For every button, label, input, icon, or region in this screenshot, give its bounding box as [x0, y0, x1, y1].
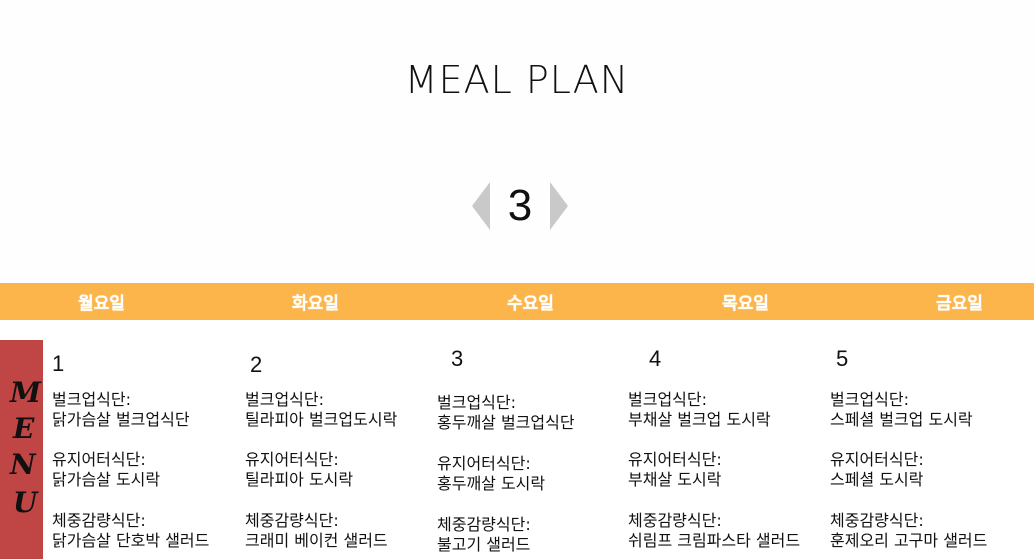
bulk-label: 벌크업식단:: [628, 390, 707, 409]
column-number: 5: [836, 346, 849, 371]
column-number: 4: [649, 346, 662, 371]
chevron-left-icon[interactable]: [472, 182, 490, 230]
week-number: 3: [507, 181, 533, 230]
menu-letter: M: [10, 376, 41, 409]
day-tuesday[interactable]: 화요일: [292, 294, 339, 314]
day-monday[interactable]: 월요일: [78, 294, 125, 314]
maintain-label: 유지어터식단:: [628, 450, 722, 469]
maintain-item[interactable]: 부채살 도시락: [628, 470, 722, 489]
bulk-item[interactable]: 스페셜 벌크업 도시락: [830, 410, 973, 429]
loss-label: 체중감량식단:: [437, 515, 531, 534]
day-friday[interactable]: 금요일: [936, 294, 983, 314]
loss-item[interactable]: 쉬림프 크림파스타 샐러드: [628, 531, 801, 550]
bulk-label: 벌크업식단:: [52, 390, 131, 409]
loss-item[interactable]: 크래미 베이컨 샐러드: [245, 531, 388, 550]
loss-item[interactable]: 닭가슴살 단호박 샐러드: [52, 531, 210, 550]
bulk-item[interactable]: 부채살 벌크업 도시락: [628, 410, 771, 429]
menu-letter: N: [10, 448, 36, 481]
bulk-label: 벌크업식단:: [245, 390, 324, 409]
maintain-label: 유지어터식단:: [830, 450, 924, 469]
menu-letter: U: [13, 486, 38, 519]
loss-label: 체중감량식단:: [628, 511, 722, 530]
loss-item[interactable]: 불고기 샐러드: [437, 535, 531, 554]
maintain-item[interactable]: 틸라피아 도시락: [245, 470, 354, 489]
page-title: MEAL PLAN: [404, 58, 630, 102]
loss-label: 체중감량식단:: [245, 511, 339, 530]
column-number: 2: [250, 352, 263, 377]
weekday-bar: 월요일 화요일 수요일 목요일 금요일: [0, 283, 1034, 320]
maintain-item[interactable]: 홍두깨살 도시락: [437, 474, 546, 493]
week-pager: 3: [470, 180, 570, 232]
column-number: 3: [451, 346, 464, 371]
maintain-label: 유지어터식단:: [437, 454, 531, 473]
maintain-label: 유지어터식단:: [245, 450, 339, 469]
day-wednesday[interactable]: 수요일: [507, 294, 554, 314]
bulk-item[interactable]: 틸라피아 벌크업도시락: [245, 410, 398, 429]
day-thursday[interactable]: 목요일: [722, 294, 769, 314]
maintain-item[interactable]: 스페셜 도시락: [830, 470, 924, 489]
loss-item[interactable]: 훈제오리 고구마 샐러드: [830, 531, 988, 550]
maintain-label: 유지어터식단:: [52, 450, 146, 469]
bulk-item[interactable]: 닭가슴살 벌크업식단: [52, 410, 190, 429]
column-number: 1: [52, 351, 65, 376]
maintain-item[interactable]: 닭가슴살 도시락: [52, 470, 161, 489]
menu-sidebar: M E N U: [0, 340, 43, 559]
bulk-label: 벌크업식단:: [437, 393, 516, 412]
chevron-right-icon[interactable]: [550, 182, 568, 230]
loss-label: 체중감량식단:: [830, 511, 924, 530]
bulk-item[interactable]: 홍두깨살 벌크업식단: [437, 413, 575, 432]
menu-letter: E: [13, 412, 35, 445]
loss-label: 체중감량식단:: [52, 511, 146, 530]
header-area: [0, 0, 1034, 282]
bulk-label: 벌크업식단:: [830, 390, 909, 409]
